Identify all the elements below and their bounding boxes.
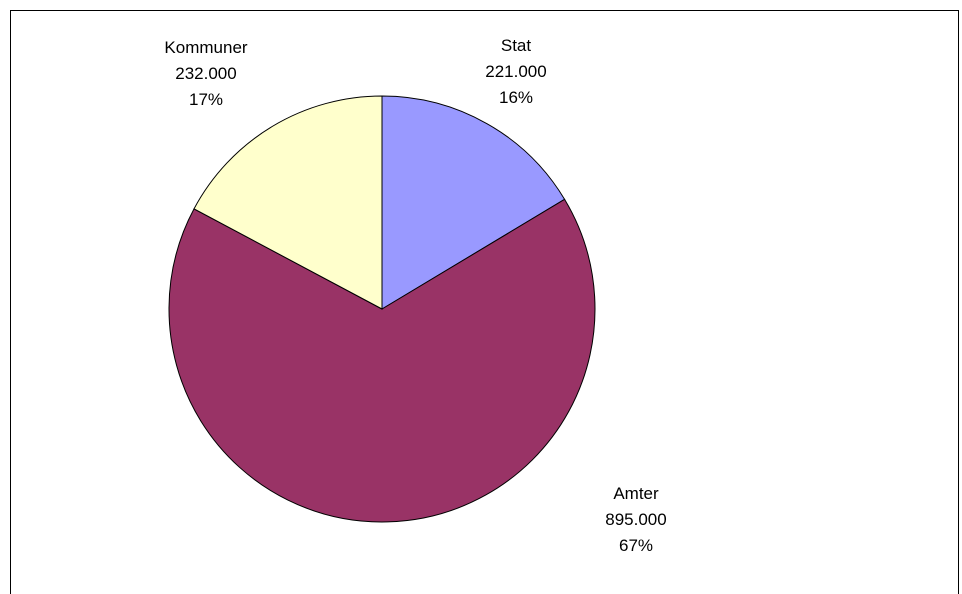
pie-slice-kommuner bbox=[193, 95, 383, 310]
pie-slices bbox=[168, 95, 596, 523]
slice-label-name-stat: Stat bbox=[501, 36, 532, 55]
slice-label-value-stat: 221.000 bbox=[485, 62, 546, 81]
slice-label-percent-stat: 16% bbox=[499, 88, 533, 107]
pie-slice-stat bbox=[381, 95, 566, 310]
slice-label-name-amter: Amter bbox=[613, 484, 659, 503]
chart-area: Stat 221.000 16% Amter 895.000 67% Kommuner 232… bbox=[10, 10, 959, 594]
slice-label-value-amter: 895.000 bbox=[605, 510, 666, 529]
slice-label-percent-kommuner: 17% bbox=[189, 90, 223, 109]
slice-label-percent-amter: 67% bbox=[619, 536, 653, 555]
pie-slice-amter bbox=[168, 198, 596, 523]
pie-chart: Stat 221.000 16% Amter 895.000 67% Kommuner 232… bbox=[164, 36, 666, 555]
pie-labels: Stat 221.000 16% Amter 895.000 67% Kommuner 232… bbox=[164, 36, 666, 555]
slice-label-name-kommuner: Kommuner bbox=[164, 38, 247, 57]
slice-label-value-kommuner: 232.000 bbox=[175, 64, 236, 83]
